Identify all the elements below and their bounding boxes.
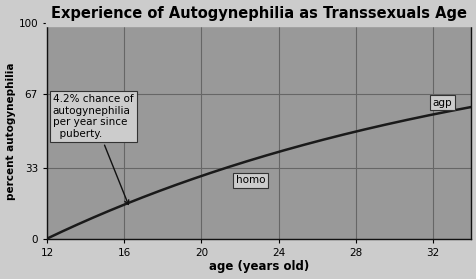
Text: 4.2% chance of
autogynephilia
per year since
  puberty.: 4.2% chance of autogynephilia per year s… (53, 94, 133, 205)
Text: agp: agp (432, 98, 452, 108)
Text: homo: homo (236, 175, 265, 186)
Title: Experience of Autogynephilia as Transsexuals Age: Experience of Autogynephilia as Transsex… (51, 6, 466, 21)
X-axis label: age (years old): age (years old) (208, 260, 309, 273)
Y-axis label: percent autogynephilia: percent autogynephilia (6, 62, 16, 200)
